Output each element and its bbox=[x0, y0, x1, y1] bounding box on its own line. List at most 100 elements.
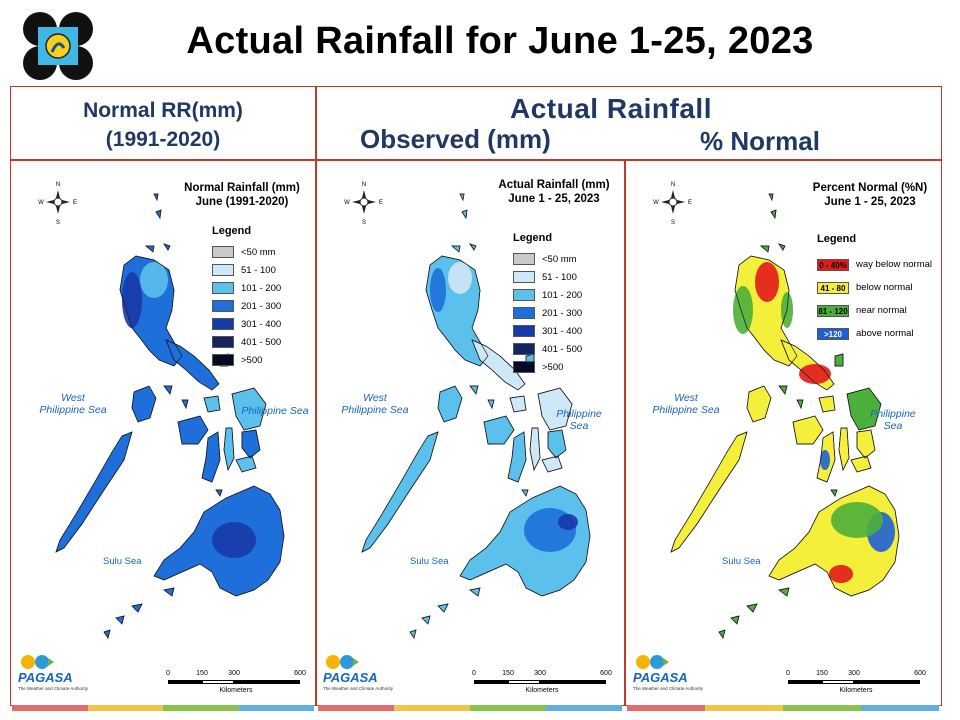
panel3-title-line1: Percent Normal (%N) bbox=[812, 182, 928, 194]
island-outline-batanes bbox=[459, 193, 468, 219]
island-masbate bbox=[818, 395, 836, 413]
panel1-title-line2: June (1991-2020) bbox=[195, 196, 289, 208]
island-outline-marinduque bbox=[469, 385, 479, 395]
scale-tick: 0 bbox=[166, 670, 170, 677]
west-sea-line2: Philippine Sea bbox=[652, 404, 720, 416]
strip-segment bbox=[238, 705, 314, 711]
island-outline-mindanao bbox=[153, 485, 285, 597]
panel1-title-line1: Normal Rainfall (mm) bbox=[184, 182, 300, 194]
percent-normal-header: % Normal bbox=[700, 126, 820, 156]
legend-label: 201 - 300 bbox=[542, 307, 583, 319]
west-sea-line1: West bbox=[363, 392, 387, 404]
map-panel-actual: N S E W bbox=[318, 160, 624, 706]
island-negros bbox=[201, 431, 221, 483]
island-outline-masbate bbox=[509, 395, 527, 413]
scale-unit: Kilometers bbox=[839, 687, 873, 694]
panel2-legend-heading: Legend bbox=[513, 232, 553, 244]
scale-tick: 300 bbox=[848, 670, 860, 677]
strip-segment bbox=[627, 705, 705, 711]
observed-header: Observed (mm) bbox=[360, 124, 551, 154]
island-outline-panay bbox=[483, 415, 515, 445]
island-outline-marinduque bbox=[778, 385, 788, 395]
legend-label: >500 bbox=[542, 361, 564, 373]
color-strip-1 bbox=[12, 698, 314, 711]
island-outline-panay bbox=[792, 415, 824, 445]
island-outline-palawan bbox=[670, 431, 748, 553]
legend-item: 51 - 100 bbox=[513, 268, 582, 286]
island-outline-romblon bbox=[487, 399, 495, 410]
scale-tick: 150 bbox=[196, 670, 208, 677]
legend-label: below normal bbox=[856, 282, 913, 293]
island-outline-batanes bbox=[153, 193, 162, 219]
compass-center bbox=[359, 197, 369, 207]
rainfall-zone bbox=[831, 502, 883, 538]
strip-segment bbox=[546, 705, 622, 711]
scale-bar-segment bbox=[508, 680, 540, 684]
panel3-title-line2: June 1 - 25, 2023 bbox=[824, 196, 916, 208]
panel3-title: Percent Normal (%N) June 1 - 25, 2023 bbox=[800, 181, 940, 209]
legend-label: <50 mm bbox=[241, 246, 276, 258]
compass-n-label: N bbox=[671, 182, 675, 188]
legend-label: 201 - 300 bbox=[241, 300, 282, 312]
compass-n-label: N bbox=[362, 182, 366, 188]
panel2-legend: Legend <50 mm 51 - 100 101 - 200 201 - 3… bbox=[513, 232, 582, 376]
philippine-sea-label-2: Philippine Sea bbox=[556, 408, 602, 432]
strip-segment bbox=[318, 705, 394, 711]
compass-w-label: W bbox=[653, 200, 659, 206]
legend-item: 401 - 500 bbox=[212, 333, 281, 351]
rainfall-zone bbox=[140, 262, 168, 298]
pagasa-brand-2: PAGASA The Weather and Climate Authority bbox=[323, 654, 393, 694]
legend-item: <50 mm bbox=[513, 250, 582, 268]
island-outline-bohol bbox=[235, 455, 257, 473]
scale-bar-segment bbox=[540, 680, 606, 684]
legend-item: 51 - 100 bbox=[212, 261, 281, 279]
legend-label: <50 mm bbox=[542, 253, 577, 265]
philippines-map: N S E W bbox=[38, 182, 285, 639]
scale-tick: 600 bbox=[600, 670, 612, 677]
legend-label: 101 - 200 bbox=[241, 282, 282, 294]
rainfall-zone bbox=[448, 262, 472, 294]
strip-segment bbox=[87, 705, 163, 711]
compass-center bbox=[668, 197, 678, 207]
strip-segment bbox=[861, 705, 939, 711]
legend-item: 201 - 300 bbox=[212, 297, 281, 315]
compass-center bbox=[53, 197, 63, 207]
brand-tagline: The Weather and Climate Authority bbox=[633, 686, 703, 691]
panel1-legend-heading: Legend bbox=[212, 225, 252, 237]
panel2-title-line1: Actual Rainfall (mm) bbox=[498, 179, 610, 191]
brand-tagline: The Weather and Climate Authority bbox=[323, 686, 393, 691]
island-outline-cebu bbox=[529, 427, 541, 472]
island-outline-samar bbox=[846, 387, 882, 431]
legend-item: 301 - 400 bbox=[212, 315, 281, 333]
island-outline-basilan bbox=[469, 587, 481, 597]
scale-bar-1: 0 150 300 600 Kilometers bbox=[166, 670, 306, 700]
legend-item: 0 - 40% way below normal bbox=[817, 253, 932, 276]
island-outline-negros bbox=[507, 431, 527, 483]
island-outline-babuyan bbox=[145, 243, 171, 253]
normal-header-line2: (1991-2020) bbox=[105, 128, 221, 151]
island-outline-siquijor bbox=[830, 489, 838, 497]
island-outline-basilan bbox=[163, 587, 175, 597]
actual-rainfall-header: Actual Rainfall bbox=[510, 93, 712, 124]
west-sea-line1: West bbox=[61, 392, 85, 404]
compass-e-label: E bbox=[379, 200, 383, 206]
island-outline-bicol bbox=[780, 339, 835, 391]
legend-swatch bbox=[212, 246, 234, 258]
brand-name: PAGASA bbox=[323, 670, 378, 685]
scale-bar-segment bbox=[202, 680, 234, 684]
island-negros bbox=[507, 431, 527, 483]
strip-segment bbox=[12, 705, 88, 711]
legend-swatch: 81 - 120 bbox=[817, 304, 849, 317]
island-outline-basilan bbox=[778, 587, 790, 597]
island-panay bbox=[177, 415, 209, 445]
island-masbate bbox=[509, 395, 527, 413]
legend-swatch bbox=[513, 253, 535, 265]
island-outline-palawan bbox=[55, 431, 133, 553]
divider-header bbox=[10, 159, 942, 161]
rainfall-zone bbox=[122, 272, 142, 328]
scale-bar-segment bbox=[788, 680, 822, 684]
landmass-group bbox=[670, 193, 900, 639]
island-palawan bbox=[670, 431, 748, 553]
compass-rose-icon: N S E W bbox=[653, 182, 692, 226]
scale-bar-segment bbox=[168, 680, 202, 684]
